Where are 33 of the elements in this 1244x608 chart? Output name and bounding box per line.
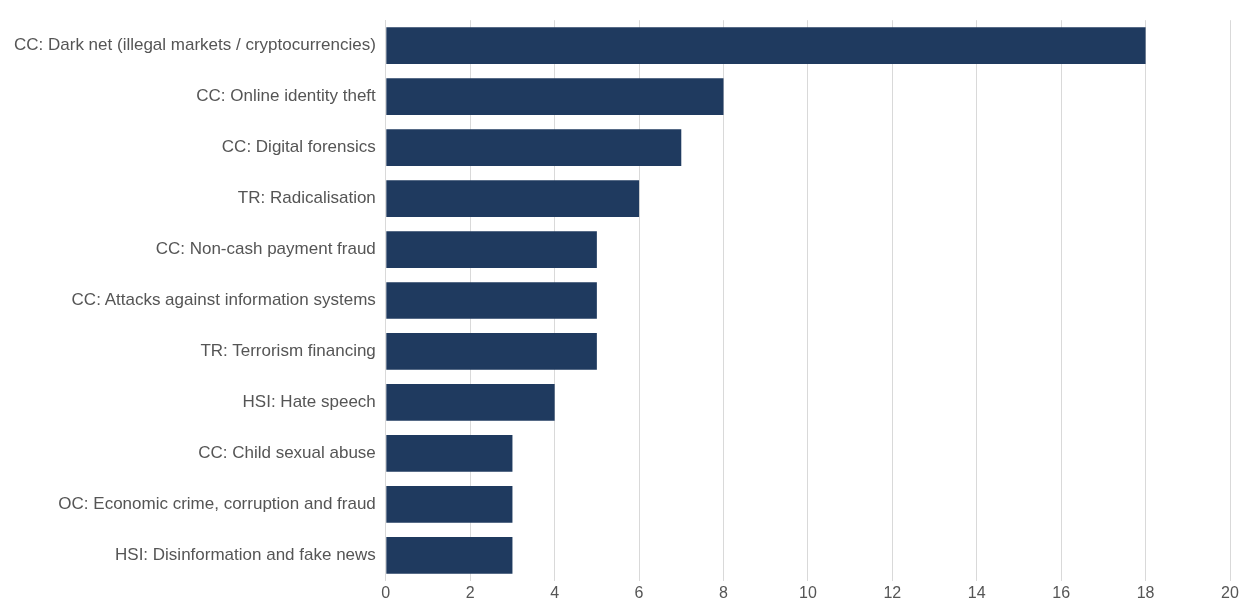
- y-tick-label: CC: Attacks against information systems: [71, 290, 376, 310]
- bar: [386, 27, 1146, 65]
- bar: [386, 282, 597, 319]
- x-tick-label: 18: [1136, 583, 1155, 601]
- y-tick-label: CC: Digital forensics: [221, 137, 376, 157]
- bar: [386, 231, 597, 268]
- y-tick-label: TR: Terrorism financing: [200, 341, 376, 361]
- bar: [386, 333, 597, 370]
- x-tick-label: 0: [381, 583, 391, 601]
- x-tick-label: 16: [1052, 583, 1071, 601]
- x-tick-label: 10: [799, 583, 817, 601]
- bar: [386, 129, 682, 166]
- x-tick-label: 2: [465, 583, 475, 601]
- bar: [386, 78, 724, 115]
- x-tick-label: 8: [719, 583, 729, 601]
- bar: [386, 180, 640, 217]
- bar: [386, 384, 555, 421]
- y-tick-label: OC: Economic crime, corruption and fraud: [58, 494, 376, 514]
- y-tick-label: CC: Child sexual abuse: [198, 443, 376, 463]
- x-tick-label: 12: [883, 583, 902, 601]
- y-tick-label: TR: Radicalisation: [237, 188, 376, 208]
- y-tick-label: HSI: Disinformation and fake news: [115, 545, 376, 565]
- bar: [386, 536, 513, 574]
- bar: [386, 486, 513, 523]
- x-tick-label: 20: [1221, 583, 1239, 601]
- x-tick-label: 14: [967, 583, 986, 601]
- y-tick-label: CC: Dark net (illegal markets / cryptocurrencies): [13, 35, 376, 55]
- bar: [386, 435, 513, 472]
- y-tick-label: CC: Online identity theft: [196, 86, 377, 106]
- x-tick-label: 4: [550, 583, 560, 601]
- y-tick-label: HSI: Hate speech: [242, 392, 376, 412]
- y-tick-label: CC: Non-cash payment fraud: [155, 239, 376, 259]
- x-tick-label: 6: [634, 583, 644, 601]
